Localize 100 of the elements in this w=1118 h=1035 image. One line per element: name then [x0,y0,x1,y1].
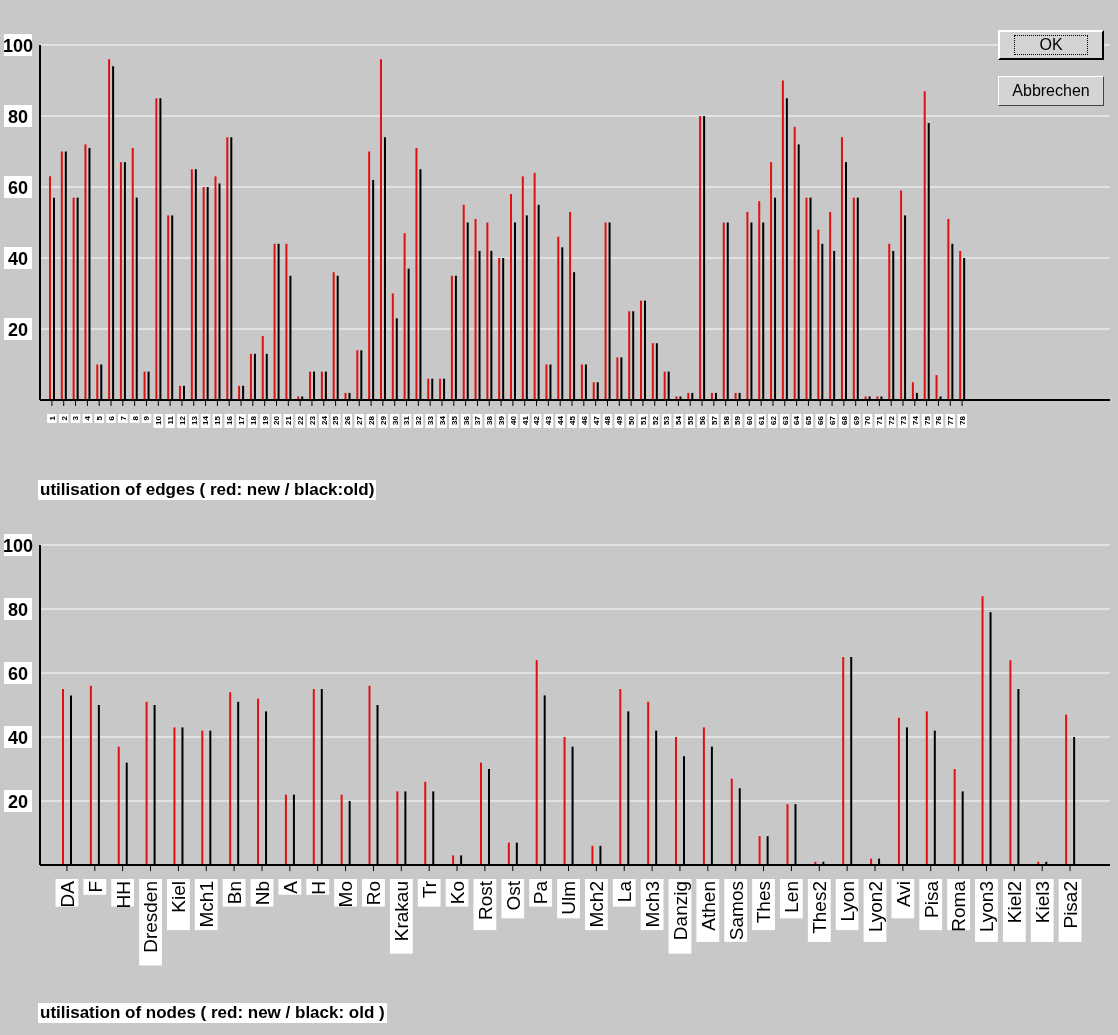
x-tick-label: 28 [366,415,376,425]
x-tick-label: 56 [697,415,707,425]
x-tick-label: 26 [343,415,353,425]
x-tick-label: 72 [887,415,897,425]
bar [479,762,482,865]
bar [746,211,749,400]
bar [619,689,622,865]
x-tick-label: 19 [260,415,270,425]
x-tick-label: 5 [95,415,105,421]
bar [591,845,594,865]
bar [793,126,796,400]
y-tick-label: 20 [7,792,29,812]
bar [888,243,891,400]
bar [580,364,583,400]
x-tick-label: 2 [59,415,69,421]
bar [320,371,323,400]
bar [981,596,984,865]
bar [730,778,733,865]
x-tick-label: 29 [378,415,388,425]
bar [722,222,725,400]
x-tick-label: 45 [567,415,577,425]
bar [805,197,808,400]
bar [179,385,182,400]
x-tick-label: 25 [331,415,341,425]
x-tick-label: Kiel [168,881,190,913]
bar [143,371,146,400]
bar [758,836,761,865]
bar [284,794,287,865]
x-tick-label: 77 [946,415,956,425]
bar [257,698,260,865]
x-tick-label: 14 [201,415,211,425]
bar [119,162,122,400]
x-tick-label: 53 [662,415,672,425]
bar [190,169,193,400]
x-tick-label: 13 [189,415,199,425]
bar [628,311,631,400]
x-tick-label: Athen [697,881,719,931]
x-tick-label: 76 [934,415,944,425]
x-tick-label: Lyon3 [976,881,998,933]
bar [72,197,75,400]
bar [340,794,343,865]
bar [842,657,845,865]
x-tick-label: 7 [118,415,128,421]
x-tick-label: Rost [474,880,496,921]
x-tick-label: 27 [355,415,365,425]
x-tick-label: 35 [449,415,459,425]
x-tick-label: 44 [556,415,566,425]
x-tick-label: 50 [627,415,636,425]
bar [1009,660,1012,865]
x-tick-label: 16 [225,415,235,425]
x-tick-label: 60 [745,415,755,425]
x-tick-label: 24 [319,415,329,425]
bar [817,229,820,400]
bar [117,746,120,865]
x-tick-label: Bn [223,881,245,905]
bar [604,222,607,400]
bar [947,218,950,400]
x-tick-label: 66 [816,415,826,425]
x-tick-label: 11 [166,415,175,425]
x-tick-label: 6 [106,415,116,421]
y-tick-label: 40 [7,728,29,748]
bar [675,737,678,865]
bar [214,176,217,400]
x-tick-label: Thes2 [809,881,831,934]
text: utilisation of nodes ( red: new / black: old ) [38,1003,387,1023]
x-tick-label: 67 [827,415,837,425]
bar [959,250,962,400]
x-tick-label: Pa [530,880,552,905]
bar [108,59,111,400]
x-tick-label: Ost [502,880,524,911]
x-tick-label: 48 [603,415,613,425]
bar [897,717,900,865]
bar [498,258,501,400]
bar [840,137,843,400]
y-tick-label: 100 [2,536,34,556]
x-tick-label: A [279,880,301,894]
bar [427,378,430,400]
bar [521,176,524,400]
bar [925,711,928,865]
x-tick-label: 12 [177,415,187,425]
bar [786,804,789,865]
x-tick-label: Pisa [920,880,942,918]
bar [533,172,536,400]
x-tick-label: Len [781,881,803,913]
x-tick-label: 64 [792,415,802,425]
bar [396,791,399,865]
x-tick-label: 59 [733,415,743,425]
bar [699,116,702,400]
x-tick-label: 42 [532,415,542,425]
x-tick-label: 65 [804,415,814,425]
bar [84,144,87,400]
x-tick-label: Mch2 [586,881,608,928]
bar [563,737,566,865]
bar [770,162,773,400]
x-tick-label: 20 [272,415,282,425]
x-tick-label: 1 [47,415,57,421]
x-tick-label: 62 [768,415,778,425]
bar [226,137,229,400]
x-tick-label: 55 [686,415,696,425]
bar [96,364,99,400]
